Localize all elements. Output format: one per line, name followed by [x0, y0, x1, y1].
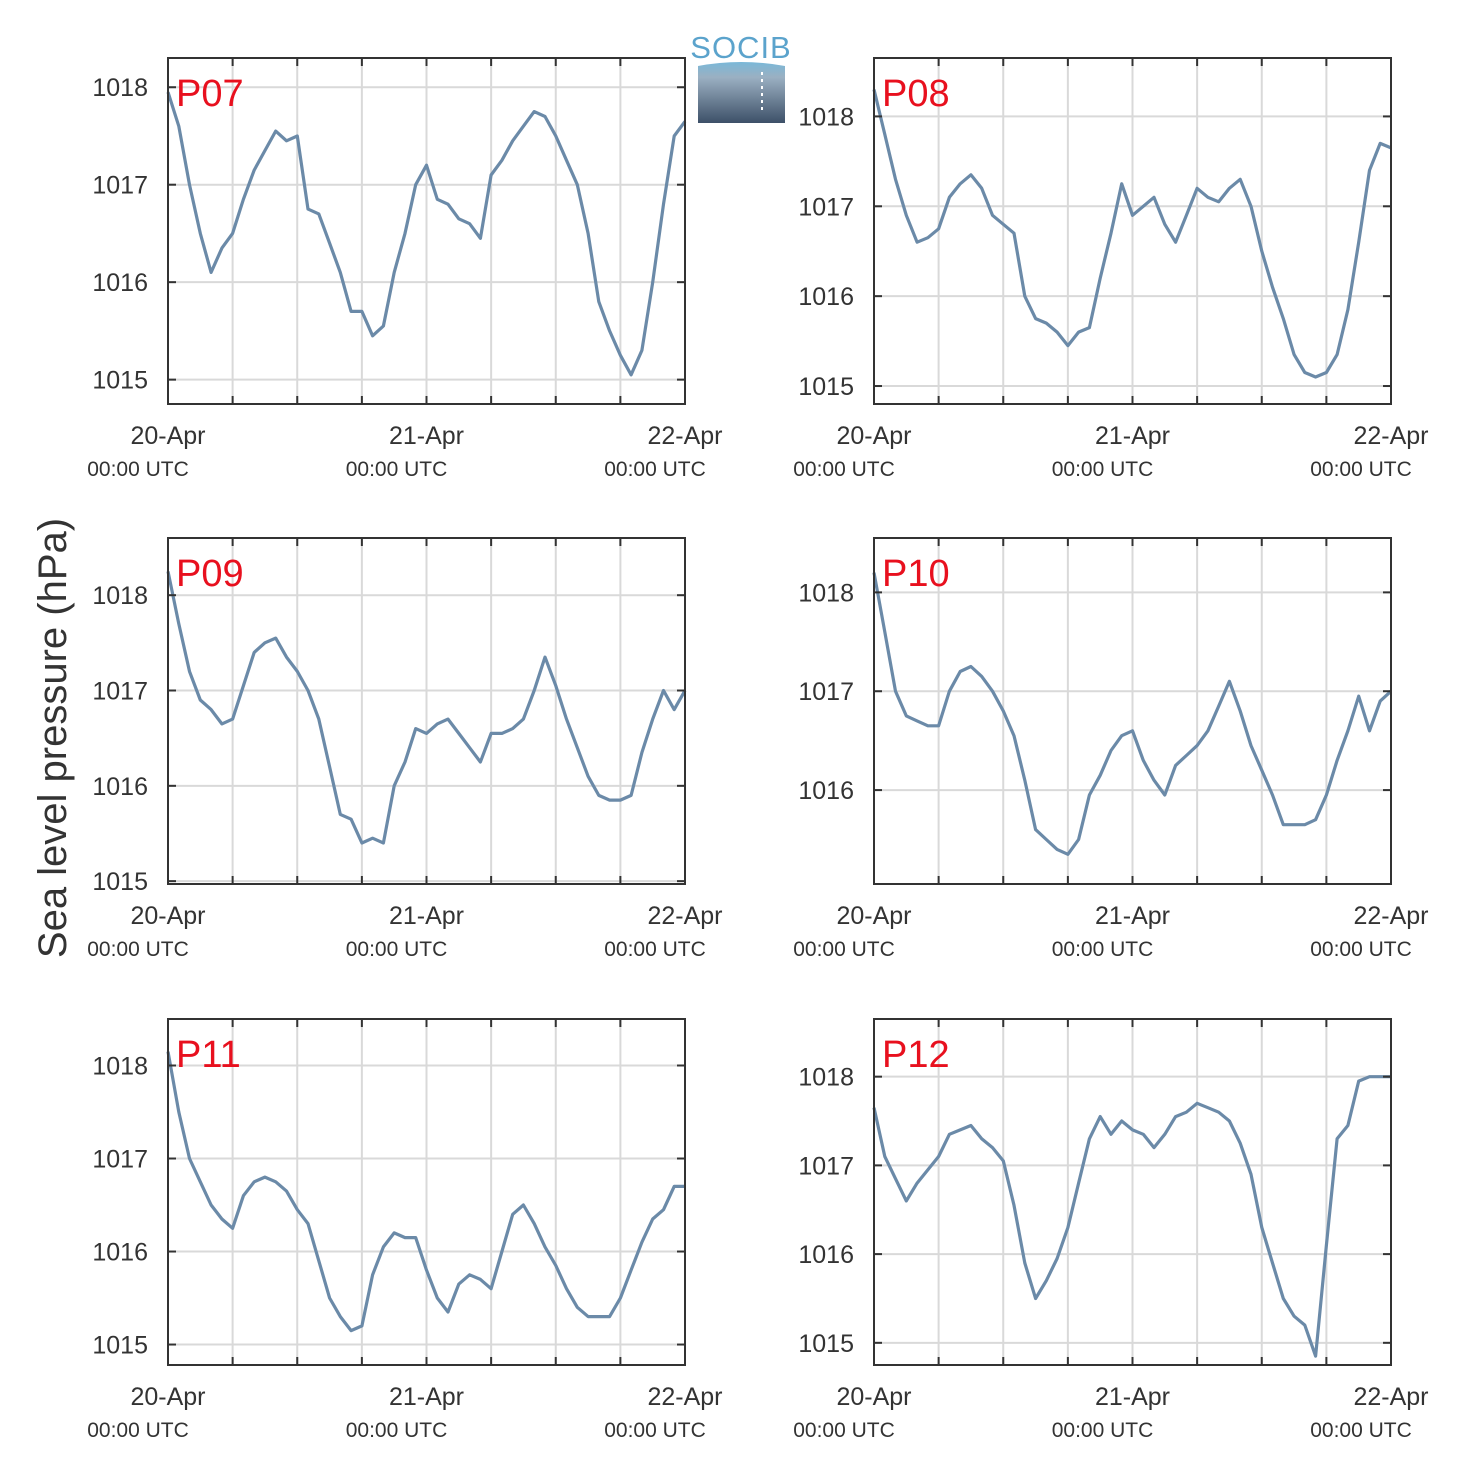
y-tick-label: 1018: [798, 579, 854, 607]
x-tick-sublabel: 00:00 UTC: [346, 1419, 448, 1442]
x-tick-label: 22-Apr: [647, 422, 722, 450]
panel-p11: 1015 1016 1017 1018 20-Apr 00:00 UTC 21-Apr 00:…: [87, 1018, 723, 1442]
y-tick-label: 1016: [92, 269, 148, 297]
x-tick-sublabel: 00:00 UTC: [346, 458, 448, 481]
x-tick-sublabel: 00:00 UTC: [87, 1419, 189, 1442]
y-tick-label: 1018: [92, 1053, 148, 1081]
x-tick-sublabel: 00:00 UTC: [1310, 938, 1412, 961]
x-tick-label: 22-Apr: [1353, 902, 1428, 930]
x-tick-label: 21-Apr: [389, 422, 464, 450]
y-tick-label: 1017: [798, 193, 854, 221]
x-tick-sublabel: 00:00 UTC: [793, 1419, 895, 1442]
x-tick-label: 22-Apr: [1353, 422, 1428, 450]
x-tick-sublabel: 00:00 UTC: [1052, 938, 1154, 961]
socib-logo: SOCIB: [690, 30, 791, 123]
y-tick-label: 1018: [92, 74, 148, 102]
x-tick-sublabel: 00:00 UTC: [1310, 458, 1412, 481]
y-tick-label: 1017: [92, 1146, 148, 1174]
y-tick-label: 1017: [798, 678, 854, 706]
series-line: [166, 91, 687, 377]
y-tick-label: 1016: [92, 1239, 148, 1267]
series-line: [166, 1051, 685, 1333]
x-tick-label: 21-Apr: [1095, 902, 1170, 930]
y-tick-label: 1017: [92, 678, 148, 706]
panels: 1015 1016 1017 1018 20-Apr 00:00 UTC 21-Apr 00:…: [87, 57, 1429, 1442]
x-tick-sublabel: 00:00 UTC: [604, 938, 706, 961]
x-tick-label: 21-Apr: [1095, 1383, 1170, 1411]
y-tick-label: 1015: [798, 1330, 854, 1358]
x-tick-sublabel: 00:00 UTC: [604, 1419, 706, 1442]
y-tick-label: 1016: [798, 1241, 854, 1269]
y-axis-label: Sea level pressure (hPa): [31, 518, 75, 958]
x-tick-sublabel: 00:00 UTC: [1052, 1419, 1154, 1442]
x-tick-label: 21-Apr: [389, 902, 464, 930]
socib-logo-mark: [698, 62, 785, 123]
socib-logo-text: SOCIB: [690, 30, 791, 65]
x-tick-label: 20-Apr: [836, 1383, 911, 1411]
x-tick-sublabel: 00:00 UTC: [793, 938, 895, 961]
x-tick-label: 20-Apr: [836, 902, 911, 930]
x-tick-label: 22-Apr: [647, 1383, 722, 1411]
y-tick-label: 1016: [798, 283, 854, 311]
panel-label: P10: [882, 553, 950, 595]
x-tick-label: 22-Apr: [1353, 1383, 1428, 1411]
panel-label: P09: [176, 553, 244, 595]
panel-p08: 1015 1016 1017 1018 20-Apr 00:00 UTC 21-Apr 00:…: [793, 57, 1429, 481]
y-tick-label: 1016: [798, 777, 854, 805]
x-tick-label: 20-Apr: [836, 422, 911, 450]
panel-label: P12: [882, 1034, 950, 1076]
x-tick-sublabel: 00:00 UTC: [87, 938, 189, 961]
x-tick-label: 20-Apr: [130, 902, 205, 930]
x-tick-label: 21-Apr: [1095, 422, 1170, 450]
series-line: [872, 1075, 1391, 1358]
panel-label: P11: [176, 1034, 241, 1076]
x-tick-sublabel: 00:00 UTC: [87, 458, 189, 481]
panel-p12: 1015 1016 1017 1018 20-Apr 00:00 UTC 21-Apr 00:…: [793, 1018, 1429, 1442]
panel-label: P08: [882, 73, 950, 115]
series-line: [166, 571, 687, 845]
y-tick-label: 1015: [92, 1332, 148, 1360]
y-tick-label: 1015: [92, 367, 148, 395]
panel-p07: 1015 1016 1017 1018 20-Apr 00:00 UTC 21-Apr 00:…: [87, 57, 723, 481]
x-tick-sublabel: 00:00 UTC: [1310, 1419, 1412, 1442]
x-tick-sublabel: 00:00 UTC: [604, 458, 706, 481]
x-tick-label: 22-Apr: [647, 902, 722, 930]
series-line: [872, 89, 1392, 379]
y-tick-label: 1018: [92, 582, 148, 610]
y-tick-label: 1015: [798, 373, 854, 401]
y-tick-label: 1016: [92, 773, 148, 801]
series-line: [872, 572, 1393, 856]
y-tick-label: 1015: [92, 868, 148, 896]
x-tick-sublabel: 00:00 UTC: [346, 938, 448, 961]
y-tick-label: 1018: [798, 1064, 854, 1092]
panel-p10: 1016 1017 1018 20-Apr 00:00 UTC 21-Apr 00:00 U…: [793, 537, 1429, 961]
y-tick-label: 1017: [92, 172, 148, 200]
x-tick-label: 20-Apr: [130, 422, 205, 450]
panel-label: P07: [176, 73, 244, 115]
x-tick-sublabel: 00:00 UTC: [1052, 458, 1154, 481]
x-tick-label: 21-Apr: [389, 1383, 464, 1411]
y-tick-label: 1017: [798, 1152, 854, 1180]
x-tick-sublabel: 00:00 UTC: [793, 458, 895, 481]
panel-p09: 1015 1016 1017 1018 20-Apr 00:00 UTC 21-Apr 00:…: [87, 537, 723, 961]
x-tick-label: 20-Apr: [130, 1383, 205, 1411]
y-tick-label: 1018: [798, 103, 854, 131]
